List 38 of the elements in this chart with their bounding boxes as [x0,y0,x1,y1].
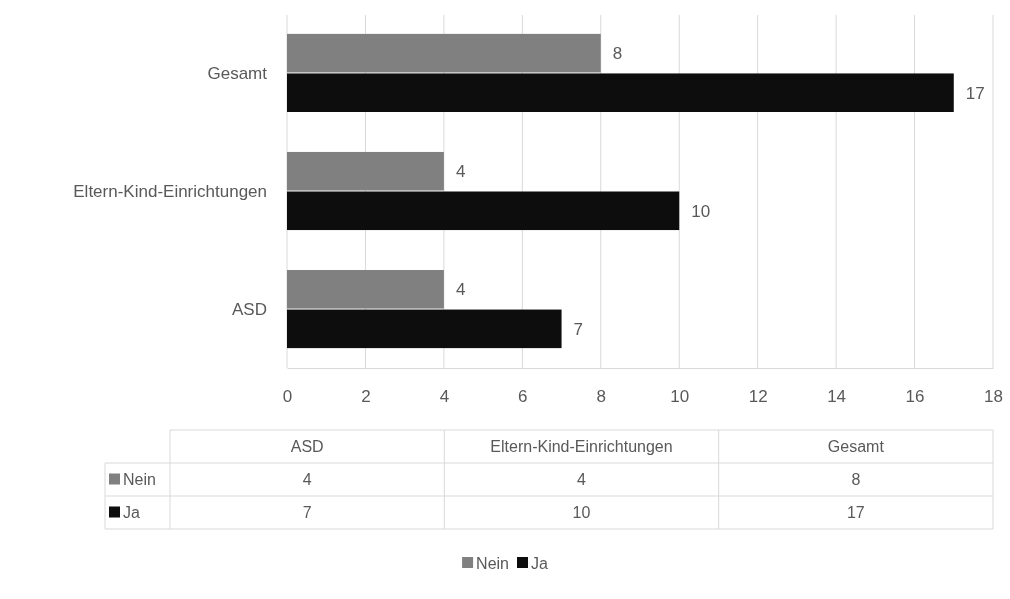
legend-label: Nein [123,471,156,489]
bar [287,33,601,73]
category-label: Gesamt [827,438,885,456]
data-label: 10 [691,201,711,221]
data-label: 17 [846,504,865,522]
legend-label: Ja [123,504,140,522]
legend-label: Ja [531,554,548,572]
data-label: 4 [577,471,587,489]
legend-label: Nein [476,554,509,572]
x-tick-label: 2 [361,387,371,407]
data-label: 4 [302,471,312,489]
category-label: ASD [290,438,324,456]
bar [287,309,562,349]
y-tick-label: Gesamt [207,63,268,83]
data-label: 4 [455,280,466,300]
x-tick-label: 6 [518,387,528,407]
x-tick-label: 12 [748,387,768,407]
data-label: 10 [572,504,591,522]
bar [287,73,954,112]
data-label: 8 [851,471,861,489]
x-tick-label: 18 [984,387,1003,407]
category-label: Eltern-Kind-Einrichtungen [490,438,673,456]
y-tick-label: Eltern-Kind-Einrichtungen [73,181,267,201]
x-tick-label: 10 [670,387,690,407]
data-label: 7 [573,319,584,339]
x-tick-label: 8 [596,387,607,407]
bar [287,191,680,231]
x-tick-label: 0 [282,387,293,407]
x-tick-label: 16 [905,387,925,407]
data-label: 4 [455,162,466,182]
bar [287,151,444,191]
data-label: 17 [965,83,985,103]
y-tick-label: ASD [232,300,267,319]
bar [287,270,444,309]
data-label: 7 [302,504,312,522]
data-label: 8 [612,44,623,64]
x-tick-label: 14 [827,387,847,407]
x-tick-label: 4 [439,387,450,407]
